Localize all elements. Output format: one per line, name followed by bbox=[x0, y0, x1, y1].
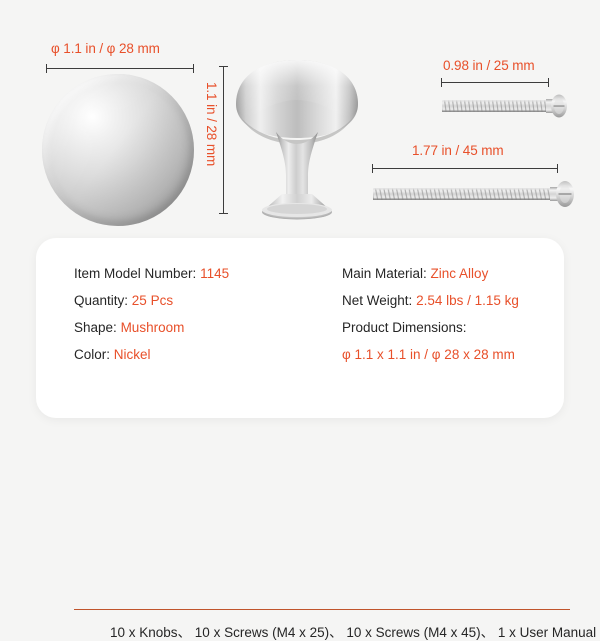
spec-net-weight: Net Weight: 2.54 lbs / 1.15 kg bbox=[342, 287, 530, 314]
spec-product-dimensions: Product Dimensions: bbox=[342, 314, 530, 341]
spec-label: Item Model Number: bbox=[74, 266, 197, 281]
card-divider bbox=[74, 609, 570, 610]
mushroom-knob-side-view bbox=[232, 58, 362, 224]
spec-value: Mushroom bbox=[120, 320, 185, 335]
spec-value: Zinc Alloy bbox=[430, 266, 489, 281]
spec-label: Product Dimensions: bbox=[342, 320, 467, 335]
package-contents-text: 10 x Knobs、 10 x Screws (M4 x 25)、 10 x … bbox=[110, 625, 597, 640]
knob-height-label: 1.1 in / 28 mm bbox=[204, 82, 219, 167]
specification-card: Item Model Number: 1145 Main Material: Z… bbox=[36, 238, 596, 640]
screw-long-dimension-line bbox=[372, 164, 558, 173]
spec-value: 25 Pcs bbox=[131, 293, 174, 308]
spec-label: Color: bbox=[74, 347, 111, 362]
spec-label: Main Material: bbox=[342, 266, 427, 281]
spec-quantity: Quantity: 25 Pcs bbox=[74, 287, 342, 314]
screw-short-length-label: 0.98 in / 25 mm bbox=[443, 58, 535, 73]
spec-product-dimensions-value-row: φ 1.1 x 1.1 in / φ 28 x 28 mm bbox=[342, 341, 530, 368]
spec-label: Quantity: bbox=[74, 293, 129, 308]
spec-value: 1145 bbox=[200, 266, 230, 281]
machine-screw-25mm-icon bbox=[440, 94, 590, 118]
spec-main-material: Main Material: Zinc Alloy bbox=[342, 260, 530, 287]
knob-top-view-circle bbox=[42, 74, 194, 226]
spec-item-model-number: Item Model Number: 1145 bbox=[74, 260, 342, 287]
spec-shape: Shape: Mushroom bbox=[74, 314, 342, 341]
knob-diameter-label: φ 1.1 in / φ 28 mm bbox=[51, 41, 160, 56]
specification-grid: Item Model Number: 1145 Main Material: Z… bbox=[74, 260, 530, 368]
screw-long-length-label: 1.77 in / 45 mm bbox=[412, 143, 504, 158]
spec-value: 2.54 lbs / 1.15 kg bbox=[416, 293, 519, 308]
knob-height-dimension-line bbox=[219, 66, 228, 214]
product-spec-image: φ 1.1 in / φ 28 mm 1.1 in / 28 mm bbox=[36, 41, 596, 640]
spec-label: Net Weight: bbox=[342, 293, 413, 308]
machine-screw-45mm-icon bbox=[371, 180, 590, 208]
spec-value: φ 1.1 x 1.1 in / φ 28 x 28 mm bbox=[342, 347, 515, 362]
spec-color: Color: Nickel bbox=[74, 341, 342, 368]
knob-diameter-dimension-line bbox=[46, 64, 194, 73]
screw-short-dimension-line bbox=[441, 78, 549, 87]
spec-label: Shape: bbox=[74, 320, 117, 335]
spec-value: Nickel bbox=[113, 347, 151, 362]
